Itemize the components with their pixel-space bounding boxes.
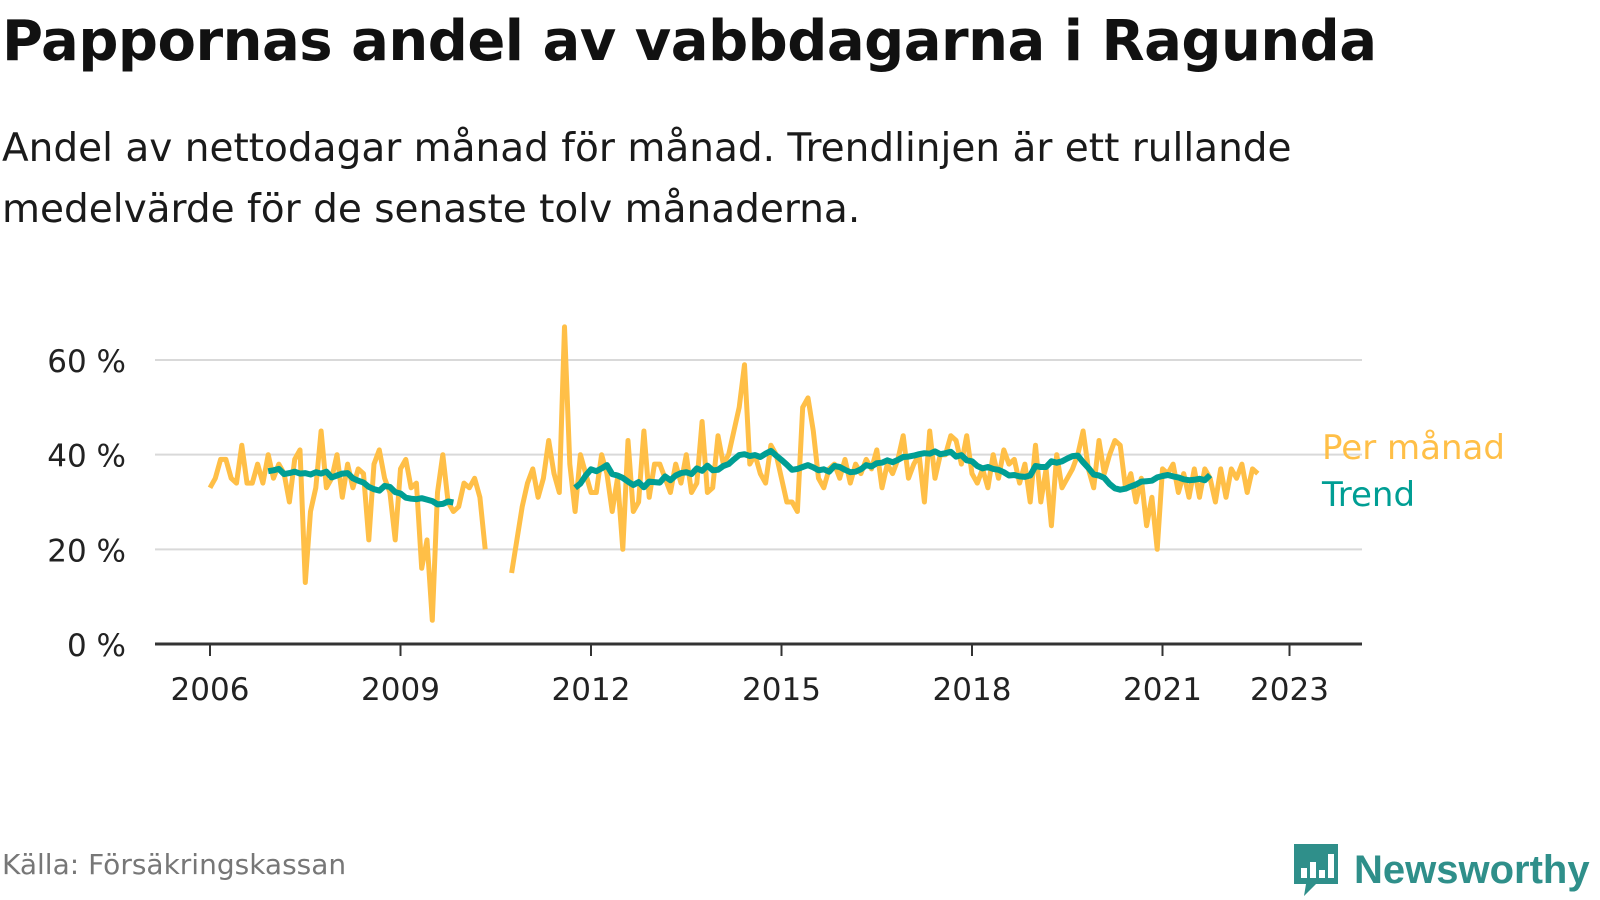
series-layer [207,324,1260,623]
series-line-per-manad-segment-1 [207,428,488,623]
series-line-per-manad-segment-2 [509,324,1260,574]
series-line-trend-segment-2 [573,447,1213,493]
y-tick-label: 40 % [47,439,126,475]
y-tick-label: 20 % [47,533,126,569]
y-tick-label: 60 % [47,344,126,380]
x-tick-label: 2012 [552,672,631,708]
source-note: Källa: Försäkringskassan [2,848,347,881]
bar-chart-speech-bubble-icon [1294,844,1338,896]
x-tick-label: 2023 [1250,672,1329,708]
brand-logo: Newsworthy [1290,840,1590,900]
brand-name: Newsworthy [1354,847,1590,892]
legend-label-per-manad: Per månad [1322,428,1505,468]
y-tick-label: 0 % [67,628,126,664]
x-tick-label: 2021 [1123,672,1202,708]
chart-subtitle: Andel av nettodagar månad för månad. Tre… [2,126,1292,232]
legend-label-trend: Trend [1321,475,1415,515]
chart-title: Pappornas andel av vabbdagarna i Ragunda [2,9,1377,74]
x-tick-label: 2006 [171,672,250,708]
x-tick-label: 2009 [361,672,440,708]
legend-layer: Per månad Trend [1321,428,1505,515]
x-tick-label: 2018 [933,672,1012,708]
series-line-trend-segment-1 [267,465,454,508]
x-tick-label: 2015 [742,672,821,708]
grid-layer: 0 % 20 % 40 % 60 % 2006 2009 2012 2015 2018 2021 2… [47,344,1362,708]
